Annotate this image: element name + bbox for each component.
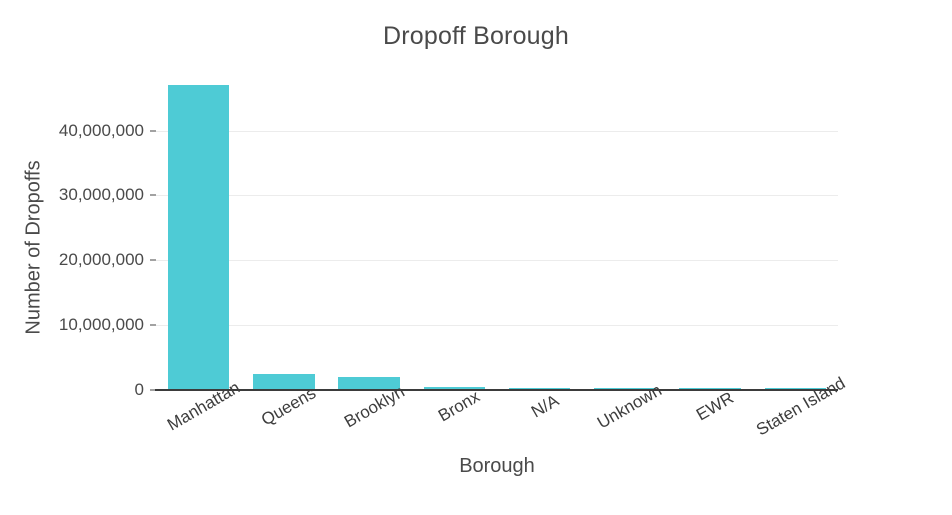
gridline (156, 195, 838, 197)
y-axis-tick-label: 10,000,000 (58, 315, 144, 335)
x-axis-baseline (155, 389, 838, 391)
x-axis-tick-label: N/A (527, 390, 562, 422)
y-axis-tick-mark (150, 194, 156, 196)
y-axis-tick-label: 20,000,000 (58, 250, 144, 270)
bar[interactable] (338, 377, 400, 390)
y-axis-title: Number of Dropoffs (22, 160, 45, 335)
gridline (156, 130, 838, 132)
x-axis-title: Borough (459, 455, 535, 477)
bar[interactable] (167, 85, 230, 390)
x-axis-tick-label: EWR (692, 388, 737, 425)
y-axis-tick-label: 30,000,000 (58, 185, 144, 205)
y-axis-tick-label: 0 (134, 380, 144, 399)
x-axis-tick-label: Bronx (435, 386, 484, 426)
y-axis-tick-mark (150, 259, 156, 261)
plot-area (155, 82, 838, 391)
chart-title: Dropoff Borough (383, 22, 569, 50)
y-axis-tick-label: 40,000,000 (58, 120, 144, 140)
y-axis-tick-mark (150, 130, 156, 132)
gridline (156, 325, 838, 327)
bar[interactable] (253, 374, 315, 390)
y-axis-tick-mark (150, 389, 156, 391)
y-axis-tick-mark (150, 324, 156, 326)
y-axis: Number of Dropoffs 0 10,000,000 20,000,000… (0, 0, 156, 515)
gridline (156, 260, 838, 262)
bar[interactable] (423, 386, 486, 390)
